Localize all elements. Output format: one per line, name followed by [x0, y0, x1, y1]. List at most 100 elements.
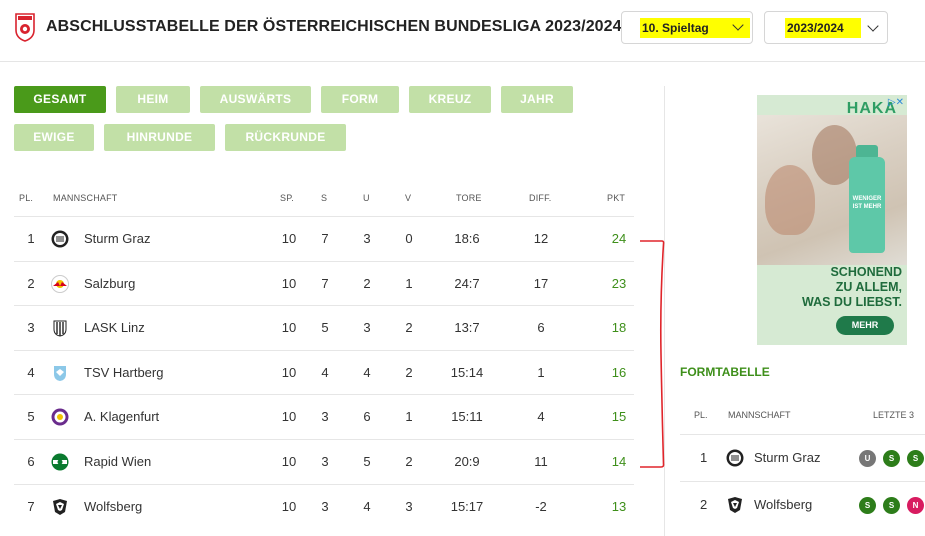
cell-u: 2	[363, 275, 371, 291]
form-result-badge: S	[883, 497, 900, 514]
season-select[interactable]: 2023/2024	[764, 11, 888, 44]
cell-v: 3	[405, 498, 413, 514]
cell-pl: 3	[27, 320, 35, 336]
col-header-mannschaft: MANNSCHAFT	[53, 193, 118, 203]
form-team-name[interactable]: Wolfsberg	[754, 497, 813, 512]
team-name[interactable]: TSV Hartberg	[84, 364, 164, 380]
col-header-u: U	[363, 193, 370, 203]
team-name[interactable]: A. Klagenfurt	[84, 409, 160, 425]
table-row[interactable]: 7 Wolfsberg 10 3 4 3 15:17 -2 13	[14, 483, 634, 528]
ad-more-button[interactable]: MEHR	[836, 316, 894, 335]
form-table-row[interactable]: 2 Wolfsberg S S N	[680, 481, 925, 528]
cell-diff: 4	[537, 409, 545, 425]
cell-u: 4	[363, 498, 371, 514]
team-name[interactable]: Rapid Wien	[84, 454, 152, 469]
cell-s: 7	[321, 231, 329, 246]
tab-gesamt[interactable]: GESAMT	[14, 86, 106, 113]
col-header-v: V	[405, 193, 412, 203]
form-result-badge: N	[907, 497, 924, 514]
ad-choices-icon[interactable]: ▷✕	[887, 97, 904, 108]
cell-v: 2	[405, 454, 413, 469]
matchday-select-value: 10. Spieltag	[640, 18, 750, 38]
cell-pl: 5	[27, 409, 35, 425]
cell-sp: 10	[281, 275, 297, 291]
form-col-header-pl: PL.	[694, 410, 708, 420]
cell-pkt: 15	[611, 409, 627, 425]
cell-s: 3	[321, 498, 329, 514]
col-header-pl: PL.	[19, 193, 34, 203]
team-name[interactable]: Wolfsberg	[84, 498, 143, 514]
cell-v: 2	[405, 364, 413, 380]
cell-tore: 13:7	[454, 320, 480, 336]
cell-v: 1	[405, 275, 413, 291]
team-name[interactable]: LASK Linz	[84, 320, 145, 336]
cell-diff: -2	[535, 498, 547, 514]
championship-group-bracket	[640, 240, 665, 468]
sturm-graz-crest-icon	[726, 449, 744, 467]
form-team-name[interactable]: Sturm Graz	[754, 450, 821, 465]
team-name[interactable]: Sturm Graz	[84, 231, 151, 246]
table-row[interactable]: 4 TSV Hartberg 10 4 4 2 15:14 1 16	[14, 349, 634, 394]
formtabelle-title: FORMTABELLE	[680, 365, 770, 379]
cell-diff: 1	[537, 364, 545, 380]
salzburg-crest-icon	[51, 274, 69, 293]
sturm-graz-crest-icon	[51, 230, 69, 248]
cell-v: 0	[405, 231, 413, 246]
advertisement-banner[interactable]: WENIGER IST MEHR HAKA ▷✕ SCHONEND ZU ALL…	[757, 95, 907, 345]
cell-sp: 10	[281, 320, 297, 336]
tab-heim[interactable]: HEIM	[116, 86, 190, 113]
ad-bottle-label: WENIGER IST MEHR	[852, 196, 882, 210]
cell-pl: 7	[27, 498, 35, 514]
cell-tore: 20:9	[454, 454, 480, 469]
cell-diff: 11	[534, 454, 548, 469]
ad-person	[765, 165, 815, 235]
cell-diff: 12	[533, 231, 549, 246]
table-row[interactable]: 3 LASK Linz 10 5 3 2 13:7 6 18	[14, 305, 634, 349]
cell-pkt: 24	[611, 231, 627, 246]
cell-s: 7	[321, 275, 329, 291]
cell-pkt: 18	[611, 320, 627, 336]
cell-u: 6	[363, 409, 371, 425]
cell-pl: 2	[27, 275, 35, 291]
chevron-down-icon	[867, 20, 879, 32]
tab-form[interactable]: FORM	[321, 86, 399, 113]
tab-auswaerts[interactable]: AUSWÄRTS	[200, 86, 311, 113]
table-row[interactable]: 6 Rapid Wien 10 3 5 2 20:9 11 14	[14, 439, 634, 483]
cell-pkt: 13	[611, 498, 627, 514]
form-col-header-mannschaft: MANNSCHAFT	[728, 410, 791, 420]
cell-s: 5	[321, 320, 329, 336]
col-header-diff: DIFF.	[529, 193, 552, 203]
form-result-badge: S	[859, 497, 876, 514]
cell-u: 4	[363, 364, 371, 380]
cell-tore: 15:14	[450, 364, 484, 380]
tab-ewige[interactable]: EWIGE	[14, 124, 94, 151]
table-row[interactable]: 5 A. Klagenfurt 10 3 6 1 15:11 4 15	[14, 394, 634, 438]
column-divider	[664, 86, 665, 536]
tab-kreuz[interactable]: KREUZ	[409, 86, 491, 113]
cell-v: 2	[405, 320, 413, 336]
tab-jahr[interactable]: JAHR	[501, 86, 573, 113]
table-row[interactable]: 1 Sturm Graz 10 7 3 0 18:6 12 24	[14, 216, 634, 260]
cell-u: 3	[363, 320, 371, 336]
cell-sp: 10	[281, 454, 297, 469]
form-col-header-letzte3: LETZTE 3	[873, 410, 915, 420]
form-cell-pl: 2	[700, 497, 708, 512]
cell-pl: 6	[27, 454, 35, 469]
cell-s: 3	[321, 409, 329, 425]
form-table-row[interactable]: 1 Sturm Graz U S S	[680, 434, 925, 481]
ad-slogan: SCHONEND ZU ALLEM, WAS DU LIEBST.	[757, 265, 902, 310]
rapid-crest-icon	[51, 453, 69, 471]
season-select-value: 2023/2024	[785, 18, 861, 38]
cell-u: 3	[363, 231, 371, 246]
tab-rueckrunde[interactable]: RÜCKRUNDE	[225, 124, 346, 151]
cell-pkt: 14	[611, 454, 627, 469]
matchday-select[interactable]: 10. Spieltag	[621, 11, 753, 44]
table-row[interactable]: 2 Salzburg 10 7 2 1 24:7 17 23	[14, 260, 634, 305]
team-name[interactable]: Salzburg	[84, 275, 136, 291]
cell-sp: 10	[281, 409, 297, 425]
col-header-pkt: PKT	[607, 193, 626, 203]
cell-diff: 17	[533, 275, 549, 291]
form-result-badge: S	[907, 450, 924, 467]
cell-pl: 4	[27, 364, 35, 380]
tab-hinrunde[interactable]: HINRUNDE	[104, 124, 215, 151]
